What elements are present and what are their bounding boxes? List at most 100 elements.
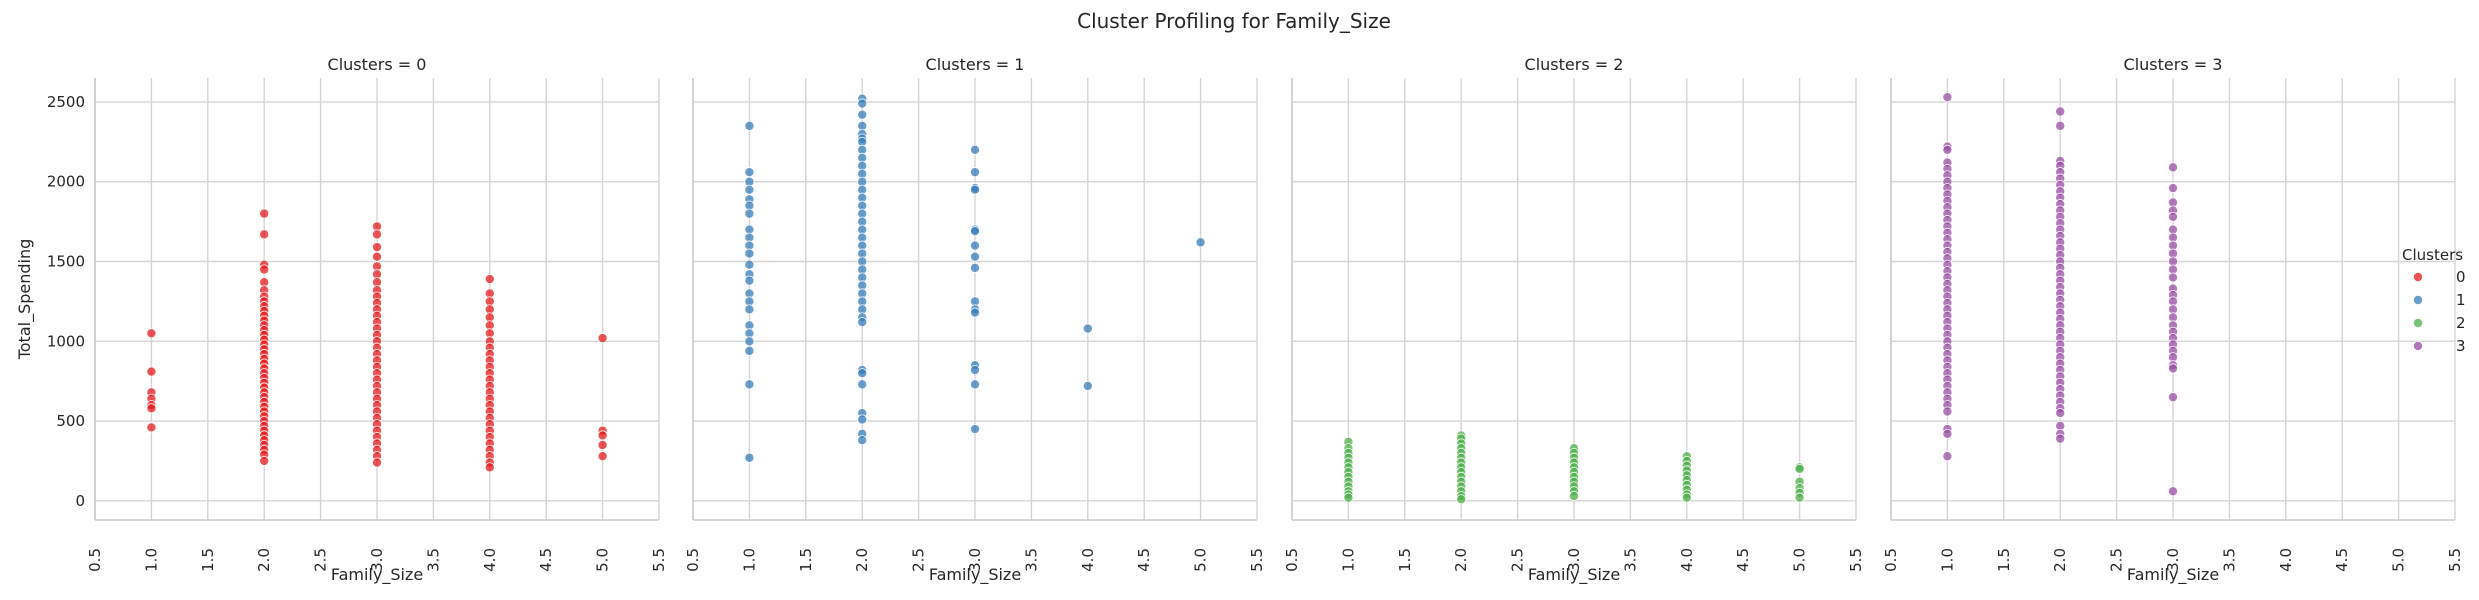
scatter-points <box>1942 92 2178 497</box>
x-tick-label: 3.5 <box>2220 548 2238 572</box>
data-point <box>1942 144 1953 155</box>
data-point <box>970 262 981 273</box>
y-tick-label: 2000 <box>47 173 85 191</box>
legend-label: 2 <box>2456 314 2466 332</box>
x-tick-label: 3.0 <box>2164 548 2182 572</box>
legend-title: Clusters <box>2402 246 2463 264</box>
data-point <box>1456 494 1467 505</box>
data-point <box>1681 492 1692 503</box>
data-point <box>259 208 270 219</box>
data-point <box>744 379 755 390</box>
facet-title: Clusters = 3 <box>2124 55 2223 74</box>
data-point <box>744 345 755 356</box>
x-tick-label: 2.5 <box>910 548 928 572</box>
data-point <box>970 379 981 390</box>
x-tick-label: 1.0 <box>1938 548 1956 572</box>
facet-panel: Clusters = 2 0.5 1.0 1.5 2.0 2.5 3.0 3.5 4.0 4.5 5… <box>1283 55 1865 585</box>
facet-panel: Clusters = 1 0.5 1.0 1.5 2.0 2.5 3.0 3.5 4.0 4.5 5… <box>684 55 1266 585</box>
x-tick-label: 4.5 <box>1135 548 1153 572</box>
data-point <box>2167 162 2178 173</box>
legend: Clusters 0 1 2 3 <box>2402 246 2466 355</box>
data-point <box>970 251 981 262</box>
facet-title: Clusters = 1 <box>926 55 1025 74</box>
x-tick-label: 5.5 <box>1248 548 1266 572</box>
data-point <box>2167 272 2178 283</box>
data-point <box>857 379 868 390</box>
data-point <box>1082 323 1093 334</box>
x-tick-label: 1.5 <box>797 548 815 572</box>
data-point <box>1942 451 1953 462</box>
x-tick-label: 3.0 <box>966 548 984 572</box>
x-tick-label: 1.5 <box>1396 548 1414 572</box>
y-tick-label: 500 <box>56 412 85 430</box>
legend-marker <box>2412 271 2423 282</box>
legend-label: 3 <box>2456 337 2466 355</box>
x-tick-label: 4.5 <box>1734 548 1752 572</box>
data-point <box>146 403 157 414</box>
data-point <box>1942 406 1953 417</box>
x-tick-label: 4.5 <box>2333 548 2351 572</box>
x-tick-label: 2.0 <box>2051 548 2069 572</box>
x-tick-label: 1.0 <box>740 548 758 572</box>
data-point <box>2055 433 2066 444</box>
x-tick-label: 4.0 <box>481 548 499 572</box>
x-axis-label: Family_Size <box>2127 565 2219 585</box>
data-point <box>1195 237 1206 248</box>
data-point <box>146 366 157 377</box>
data-point <box>857 109 868 120</box>
legend-label: 0 <box>2456 268 2466 286</box>
legend-marker <box>2412 340 2423 351</box>
data-point <box>597 451 608 462</box>
legend-marker <box>2412 317 2423 328</box>
y-tick-label: 2500 <box>47 93 85 111</box>
data-point <box>146 422 157 433</box>
data-point <box>2167 392 2178 403</box>
legend-marker <box>2412 294 2423 305</box>
x-tick-label: 4.5 <box>537 548 555 572</box>
data-point <box>744 336 755 347</box>
x-tick-label: 2.5 <box>312 548 330 572</box>
x-tick-label: 0.5 <box>1283 548 1301 572</box>
x-tick-label: 4.0 <box>2277 548 2295 572</box>
facet-panel: Clusters = 3 0.5 1.0 1.5 2.0 2.5 3.0 3.5 4.0 4.5 5… <box>1882 55 2464 585</box>
data-point <box>2167 211 2178 222</box>
scatter-points <box>1343 430 1805 505</box>
data-point <box>744 304 755 315</box>
data-point <box>371 229 382 240</box>
data-point <box>2167 183 2178 194</box>
x-tick-label: 3.5 <box>1621 548 1639 572</box>
x-axis-label: Family_Size <box>929 565 1021 585</box>
y-axis-label: Total_Spending <box>15 239 35 361</box>
x-axis-label: Family_Size <box>1528 565 1620 585</box>
data-point <box>970 424 981 435</box>
data-point <box>744 248 755 259</box>
x-tick-label: 1.0 <box>1339 548 1357 572</box>
x-tick-label: 1.5 <box>1995 548 2013 572</box>
data-point <box>970 240 981 251</box>
facet-title: Clusters = 2 <box>1525 55 1624 74</box>
x-tick-label: 4.0 <box>1678 548 1696 572</box>
data-point <box>371 242 382 253</box>
facet-panels: Clusters = 0 0.5 1.0 1.5 2.0 2.5 3.0 3.5 4.0 4.5 5… <box>15 55 2464 585</box>
x-tick-label: 5.0 <box>1791 548 1809 572</box>
x-tick-label: 5.0 <box>1192 548 1210 572</box>
data-point <box>146 328 157 339</box>
data-point <box>744 452 755 463</box>
data-point <box>970 226 981 237</box>
data-point <box>1794 463 1805 474</box>
x-tick-label: 3.0 <box>368 548 386 572</box>
data-point <box>259 455 270 466</box>
data-point <box>484 462 495 473</box>
data-point <box>744 120 755 131</box>
x-tick-label: 2.0 <box>853 548 871 572</box>
scatter-points <box>744 93 1206 463</box>
data-point <box>1942 428 1953 439</box>
x-tick-label: 5.5 <box>650 548 668 572</box>
data-point <box>744 208 755 219</box>
data-point <box>970 184 981 195</box>
x-tick-label: 0.5 <box>86 548 104 572</box>
data-point <box>857 368 868 379</box>
y-tick-label: 0 <box>75 492 85 510</box>
data-point <box>857 414 868 425</box>
x-tick-label: 4.0 <box>1079 548 1097 572</box>
